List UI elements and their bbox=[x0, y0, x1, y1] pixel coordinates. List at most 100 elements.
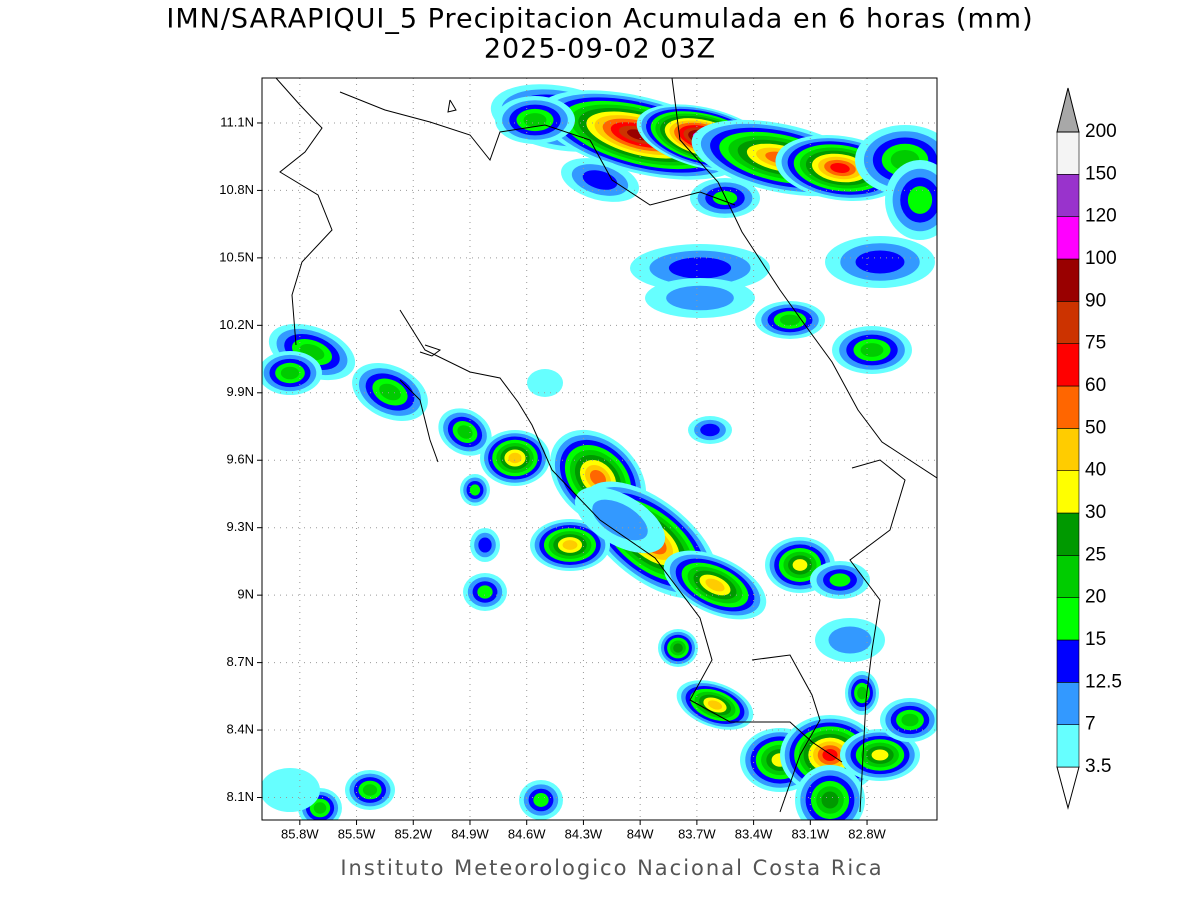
colorbar-label: 120 bbox=[1085, 206, 1117, 227]
rain-contour bbox=[707, 700, 723, 710]
rain-contour bbox=[508, 452, 522, 464]
rain-cell bbox=[574, 486, 666, 554]
rain-cell bbox=[630, 244, 770, 292]
rain-contour bbox=[780, 314, 800, 326]
colorbar-label: 3.5 bbox=[1085, 756, 1111, 777]
rain-cell bbox=[832, 326, 912, 374]
rain-contour bbox=[712, 191, 738, 205]
rain-cell bbox=[688, 416, 732, 444]
rain-contour bbox=[313, 802, 327, 814]
rain-contour bbox=[523, 113, 547, 127]
colorbar-label: 75 bbox=[1085, 333, 1106, 354]
y-tick-label: 9.3N bbox=[227, 519, 254, 534]
rain-contour bbox=[830, 163, 850, 173]
rain-cell bbox=[810, 561, 870, 599]
colorbar-box bbox=[1056, 597, 1080, 641]
rain-cell bbox=[527, 369, 563, 397]
rain-contour bbox=[857, 686, 867, 700]
rain-contour bbox=[592, 499, 648, 541]
y-tick-label: 8.4N bbox=[227, 721, 254, 736]
coastline bbox=[751, 654, 821, 813]
map-frame bbox=[261, 77, 938, 821]
title: IMN/SARAPIQUI_5 Precipitacion Acumulada … bbox=[166, 4, 1033, 35]
rain-contour bbox=[705, 578, 725, 592]
rain-contour bbox=[907, 186, 933, 214]
y-tick-label: 8.1N bbox=[227, 789, 254, 804]
colorbar-box bbox=[1056, 724, 1080, 768]
colorbar-label: 40 bbox=[1085, 460, 1106, 481]
coastline bbox=[399, 379, 439, 463]
colorbar-label: 50 bbox=[1085, 417, 1106, 438]
x-tick-label: 84.6W bbox=[508, 826, 546, 841]
colorbar-box bbox=[1056, 555, 1080, 598]
rain-contour bbox=[673, 643, 683, 653]
rain-contour bbox=[527, 369, 563, 397]
colorbar-box bbox=[1056, 512, 1080, 556]
colorbar-label: 25 bbox=[1085, 544, 1106, 565]
colorbar-box bbox=[1056, 343, 1080, 387]
y-tick-label: 9N bbox=[237, 587, 254, 602]
colorbar-label: 60 bbox=[1085, 375, 1106, 396]
colorbar-box bbox=[1056, 682, 1080, 725]
colorbar-box bbox=[1056, 301, 1080, 344]
colorbar-box bbox=[1056, 639, 1080, 683]
rain-contour bbox=[562, 540, 578, 550]
rain-cell bbox=[690, 178, 760, 218]
subtitle: 2025-09-02 03Z bbox=[484, 34, 716, 65]
x-tick-label: 82.8W bbox=[848, 826, 886, 841]
y-tick-label: 9.9N bbox=[227, 384, 254, 399]
rain-contour bbox=[469, 484, 481, 496]
rain-cell bbox=[845, 671, 879, 715]
rain-cell bbox=[825, 236, 935, 288]
rain-contour bbox=[589, 469, 607, 487]
rain-contour bbox=[792, 559, 808, 571]
colorbar-label: 7 bbox=[1085, 714, 1096, 735]
rain-cell bbox=[519, 780, 563, 820]
x-tick-label: 85.2W bbox=[394, 826, 432, 841]
rain-contour bbox=[828, 626, 872, 654]
rain-cell bbox=[840, 729, 920, 781]
rain-contour bbox=[582, 170, 618, 190]
colorbar-box bbox=[1056, 470, 1080, 514]
y-tick-label: 10.2N bbox=[219, 317, 254, 332]
border bbox=[339, 91, 736, 206]
coastline bbox=[399, 309, 843, 763]
rain-contour bbox=[901, 713, 919, 727]
y-tick-label: 8.7N bbox=[227, 654, 254, 669]
x-tick-label: 84.9W bbox=[451, 826, 489, 841]
rain-cell bbox=[676, 680, 754, 730]
grid bbox=[262, 78, 937, 820]
rain-cell bbox=[262, 768, 320, 812]
rain-cell bbox=[438, 408, 492, 456]
rain-cell bbox=[460, 474, 490, 506]
colorbar-box bbox=[1056, 216, 1080, 260]
coastline bbox=[275, 78, 333, 346]
rain-contour bbox=[829, 573, 851, 587]
rain-cell bbox=[645, 278, 755, 318]
rain-cell bbox=[262, 351, 322, 395]
precipitation-field bbox=[262, 84, 937, 820]
colorbar-over bbox=[1056, 87, 1080, 133]
rain-contour bbox=[821, 791, 839, 809]
y-tick-label: 9.6N bbox=[227, 452, 254, 467]
x-tick-label: 83.4W bbox=[735, 826, 773, 841]
colorbar-under bbox=[1056, 766, 1080, 810]
x-tick-label: 84W bbox=[627, 826, 654, 841]
y-tick-label: 10.5N bbox=[219, 249, 254, 264]
colorbar-box bbox=[1056, 258, 1080, 302]
y-tick-label: 10.8N bbox=[219, 182, 254, 197]
coastlines bbox=[275, 78, 937, 813]
rain-cell bbox=[755, 301, 825, 339]
rain-cell bbox=[352, 362, 428, 422]
rain-cell bbox=[463, 573, 507, 611]
rain-contour bbox=[666, 285, 734, 311]
rain-contour bbox=[280, 366, 300, 380]
colorbar-box bbox=[1056, 131, 1080, 175]
rain-contour bbox=[262, 768, 320, 812]
colorbar-box bbox=[1056, 428, 1080, 471]
x-tick-label: 83.7W bbox=[678, 826, 716, 841]
x-tick-label: 83.1W bbox=[792, 826, 830, 841]
credit: Instituto Meteorologico Nacional Costa R… bbox=[340, 856, 883, 880]
colorbar-label: 15 bbox=[1085, 629, 1106, 650]
